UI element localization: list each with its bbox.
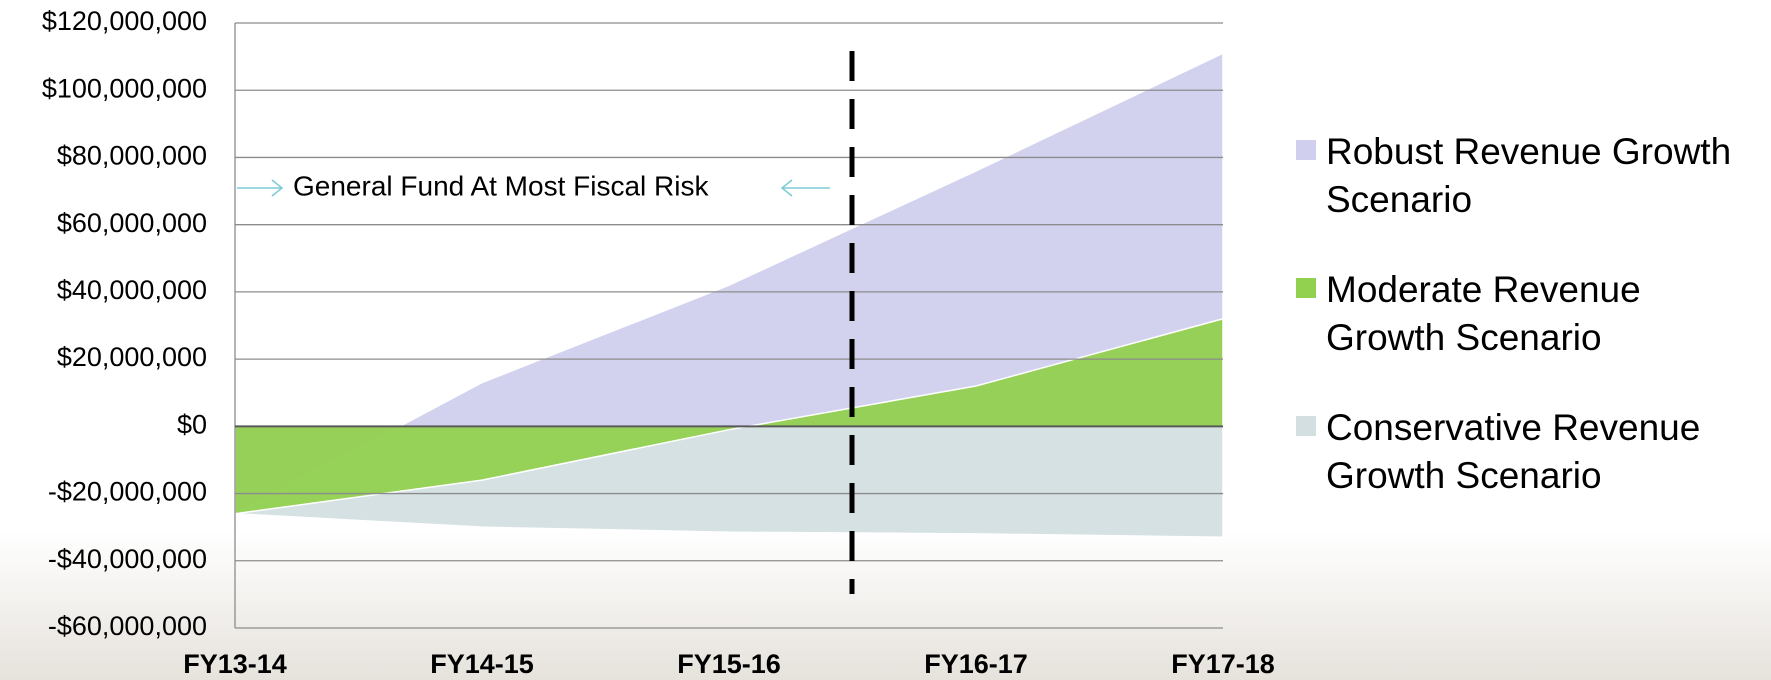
y-tick-label: $20,000,000 bbox=[57, 342, 207, 372]
x-tick-label: FY17-18 bbox=[1171, 649, 1275, 679]
legend-item: Moderate Revenue Growth Scenario bbox=[1296, 266, 1766, 362]
arrow-right bbox=[237, 179, 284, 197]
y-tick-label: $100,000,000 bbox=[42, 73, 207, 103]
legend-label: Moderate Revenue Growth Scenario bbox=[1326, 269, 1641, 358]
x-tick-label: FY15-16 bbox=[677, 649, 781, 679]
axes: -$60,000,000 -$40,000,000 -$20,000,000 $0 $2… bbox=[42, 6, 1275, 679]
legend-label: Conservative Revenue Growth Scenario bbox=[1326, 407, 1701, 496]
x-tick-label: FY14-15 bbox=[430, 649, 534, 679]
y-tick-label: $120,000,000 bbox=[42, 6, 207, 36]
legend-item: Conservative Revenue Growth Scenario bbox=[1296, 404, 1766, 500]
legend: Robust Revenue Growth Scenario Moderate R… bbox=[1296, 128, 1766, 542]
y-tick-label: $0 bbox=[177, 409, 207, 439]
y-tick-label: -$40,000,000 bbox=[48, 544, 207, 574]
legend-item: Robust Revenue Growth Scenario bbox=[1296, 128, 1766, 224]
legend-swatch bbox=[1296, 416, 1316, 436]
y-tick-label: -$60,000,000 bbox=[48, 611, 207, 641]
x-tick-label: FY13-14 bbox=[183, 649, 287, 679]
y-tick-label: $80,000,000 bbox=[57, 141, 207, 171]
legend-label: Robust Revenue Growth Scenario bbox=[1326, 131, 1732, 220]
x-tick-label: FY16-17 bbox=[924, 649, 1028, 679]
y-tick-label: $40,000,000 bbox=[57, 275, 207, 305]
y-tick-label: $60,000,000 bbox=[57, 208, 207, 238]
annotation-arrows bbox=[237, 179, 830, 197]
areas bbox=[234, 52, 1224, 539]
legend-swatch bbox=[1296, 278, 1316, 298]
y-tick-label: -$20,000,000 bbox=[48, 477, 207, 507]
arrow-left bbox=[780, 179, 830, 197]
annotation: General Fund At Most Fiscal Risk bbox=[293, 170, 709, 201]
legend-swatch bbox=[1296, 140, 1316, 160]
